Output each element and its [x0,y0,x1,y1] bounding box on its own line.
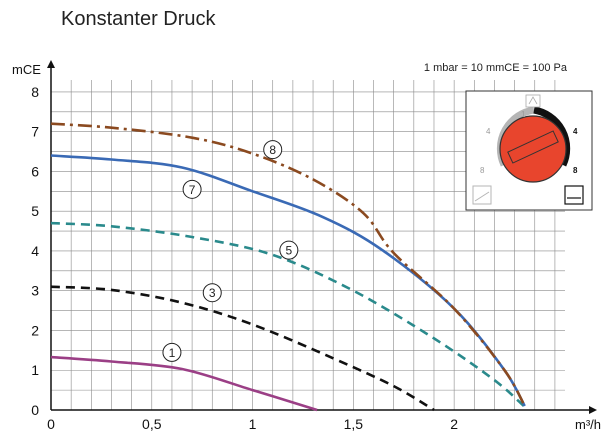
x-tick-label: 2 [450,416,458,432]
series-marker-5 [279,240,299,260]
y-tick-label: 1 [31,362,39,378]
air-vent-icon [525,94,541,108]
series-marker-3 [202,283,222,303]
series-marker-7 [182,179,202,199]
proportional-pressure-icon [472,185,492,205]
x-axis-arrow [589,406,597,414]
speed-selector-dial: 1 4 8 1 4 8 [465,90,593,211]
constant-pressure-icon [564,185,584,205]
series-marker-1 [162,342,182,362]
y-axis-arrow [47,60,55,68]
y-tick-label: 6 [31,163,39,179]
series-label-3: 3 [209,286,216,300]
dial-scale-right [533,106,571,167]
series-label-5: 5 [286,244,293,258]
y-tick-label: 4 [31,243,39,259]
y-tick-label: 3 [31,283,39,299]
dial-scale-right-8: 8 [573,166,578,175]
y-tick-label: 2 [31,322,39,338]
x-tick-label: 1,5 [344,416,364,432]
y-axis-label: mCE [12,62,41,77]
y-tick-label: 7 [31,124,39,140]
series-line-7 [50,154,526,407]
series-line-5 [50,221,526,408]
series-group [50,122,526,412]
dial-scale-left-4: 4 [486,127,491,136]
dial-scale-left-8: 8 [480,166,485,175]
dial-scale-right-4: 4 [573,127,578,136]
series-line-8 [50,122,526,407]
chart-title: Konstanter Druck [61,8,216,30]
series-label-7: 7 [189,183,196,197]
x-axis-label: m³/h [575,417,601,432]
series-label-1: 1 [169,346,176,360]
dial-scale-left-1: 1 [521,110,526,119]
x-tick-label: 0 [47,416,55,432]
series-line-3 [50,285,435,412]
dial-scale-right-1: 1 [543,110,548,119]
x-tick-label: 0,5 [142,416,162,432]
dial-pointer [507,130,559,164]
y-tick-label: 5 [31,203,39,219]
series-labels: 1 3 5 7 8 [162,140,299,362]
unit-conversion-note: 1 mbar = 10 mmCE = 100 Pa [423,62,567,74]
series-marker-8 [263,140,283,160]
axes: 0 0,5 1 1,5 2 0 1 2 3 4 5 6 7 8 mCE m³/h [12,60,601,432]
series-line-1 [50,355,318,412]
series-label-8: 8 [269,143,276,157]
y-tick-label: 8 [31,84,39,100]
y-tick-label: 0 [31,402,39,418]
x-tick-label: 1 [249,416,257,432]
